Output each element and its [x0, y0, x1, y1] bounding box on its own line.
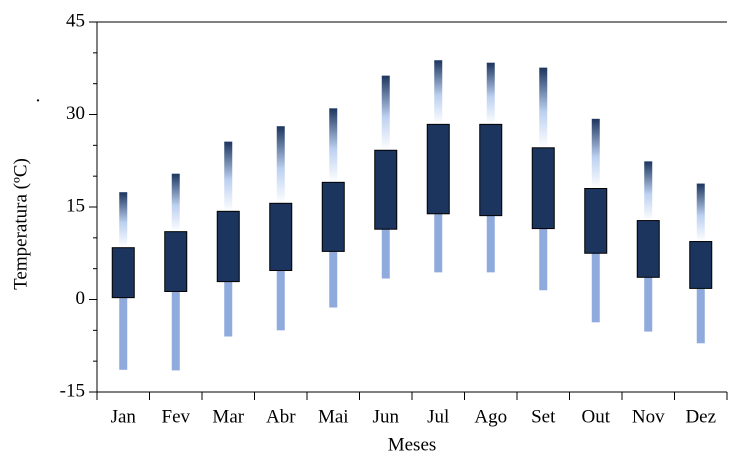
x-tick-label: Abr: [266, 406, 296, 427]
lower-whisker: [539, 228, 548, 291]
upper-whisker: [591, 118, 600, 189]
lower-whisker: [224, 281, 233, 337]
upper-whisker: [381, 75, 390, 151]
lower-whisker: [696, 288, 705, 344]
x-tick-label: Jun: [373, 406, 400, 427]
upper-whisker: [171, 173, 180, 232]
x-tick-label: Out: [582, 406, 611, 427]
upper-whisker: [539, 67, 548, 148]
box: [636, 220, 660, 278]
box: [164, 231, 188, 292]
lower-whisker: [276, 270, 285, 331]
box: [321, 181, 345, 252]
y-tick-label: -15: [60, 380, 85, 401]
y-tick-label: 45: [66, 10, 85, 31]
box: [374, 149, 398, 230]
lower-whisker: [591, 253, 600, 323]
x-tick-label: Fev: [162, 406, 191, 427]
box: [479, 123, 503, 217]
lower-whisker: [329, 251, 338, 308]
x-tick-label: Jul: [427, 406, 449, 427]
x-tick-label: Dez: [685, 406, 716, 427]
upper-whisker: [329, 108, 338, 183]
x-tick-label: Mar: [212, 406, 244, 427]
lower-whisker: [486, 215, 495, 273]
upper-whisker: [486, 62, 495, 125]
y-tick-label: 15: [66, 195, 85, 216]
x-tick-label: Nov: [632, 406, 665, 427]
lower-whisker: [644, 277, 653, 332]
lower-whisker: [171, 291, 180, 371]
box: [269, 202, 293, 272]
upper-whisker: [434, 60, 443, 125]
y-tick-label: 30: [66, 103, 85, 124]
box: [584, 188, 608, 254]
annotation: .: [36, 85, 41, 106]
upper-whisker: [224, 141, 233, 212]
upper-whisker: [119, 192, 128, 248]
lower-whisker: [381, 229, 390, 279]
box: [689, 241, 713, 289]
box: [426, 123, 450, 215]
upper-whisker: [644, 161, 653, 221]
x-tick-label: Ago: [474, 406, 507, 427]
y-tick-label: 0: [76, 288, 86, 309]
upper-whisker: [696, 183, 705, 242]
box: [111, 247, 135, 299]
lower-whisker: [119, 297, 128, 370]
x-tick-label: Jan: [111, 406, 137, 427]
lower-whisker: [434, 213, 443, 273]
x-tick-label: Set: [531, 406, 556, 427]
x-tick-label: Mai: [318, 406, 349, 427]
box: [216, 210, 240, 283]
x-axis-title: Meses: [388, 434, 437, 455]
box: [531, 147, 555, 230]
upper-whisker: [276, 126, 285, 204]
y-axis-title: Temperatura (ºC): [10, 158, 31, 290]
